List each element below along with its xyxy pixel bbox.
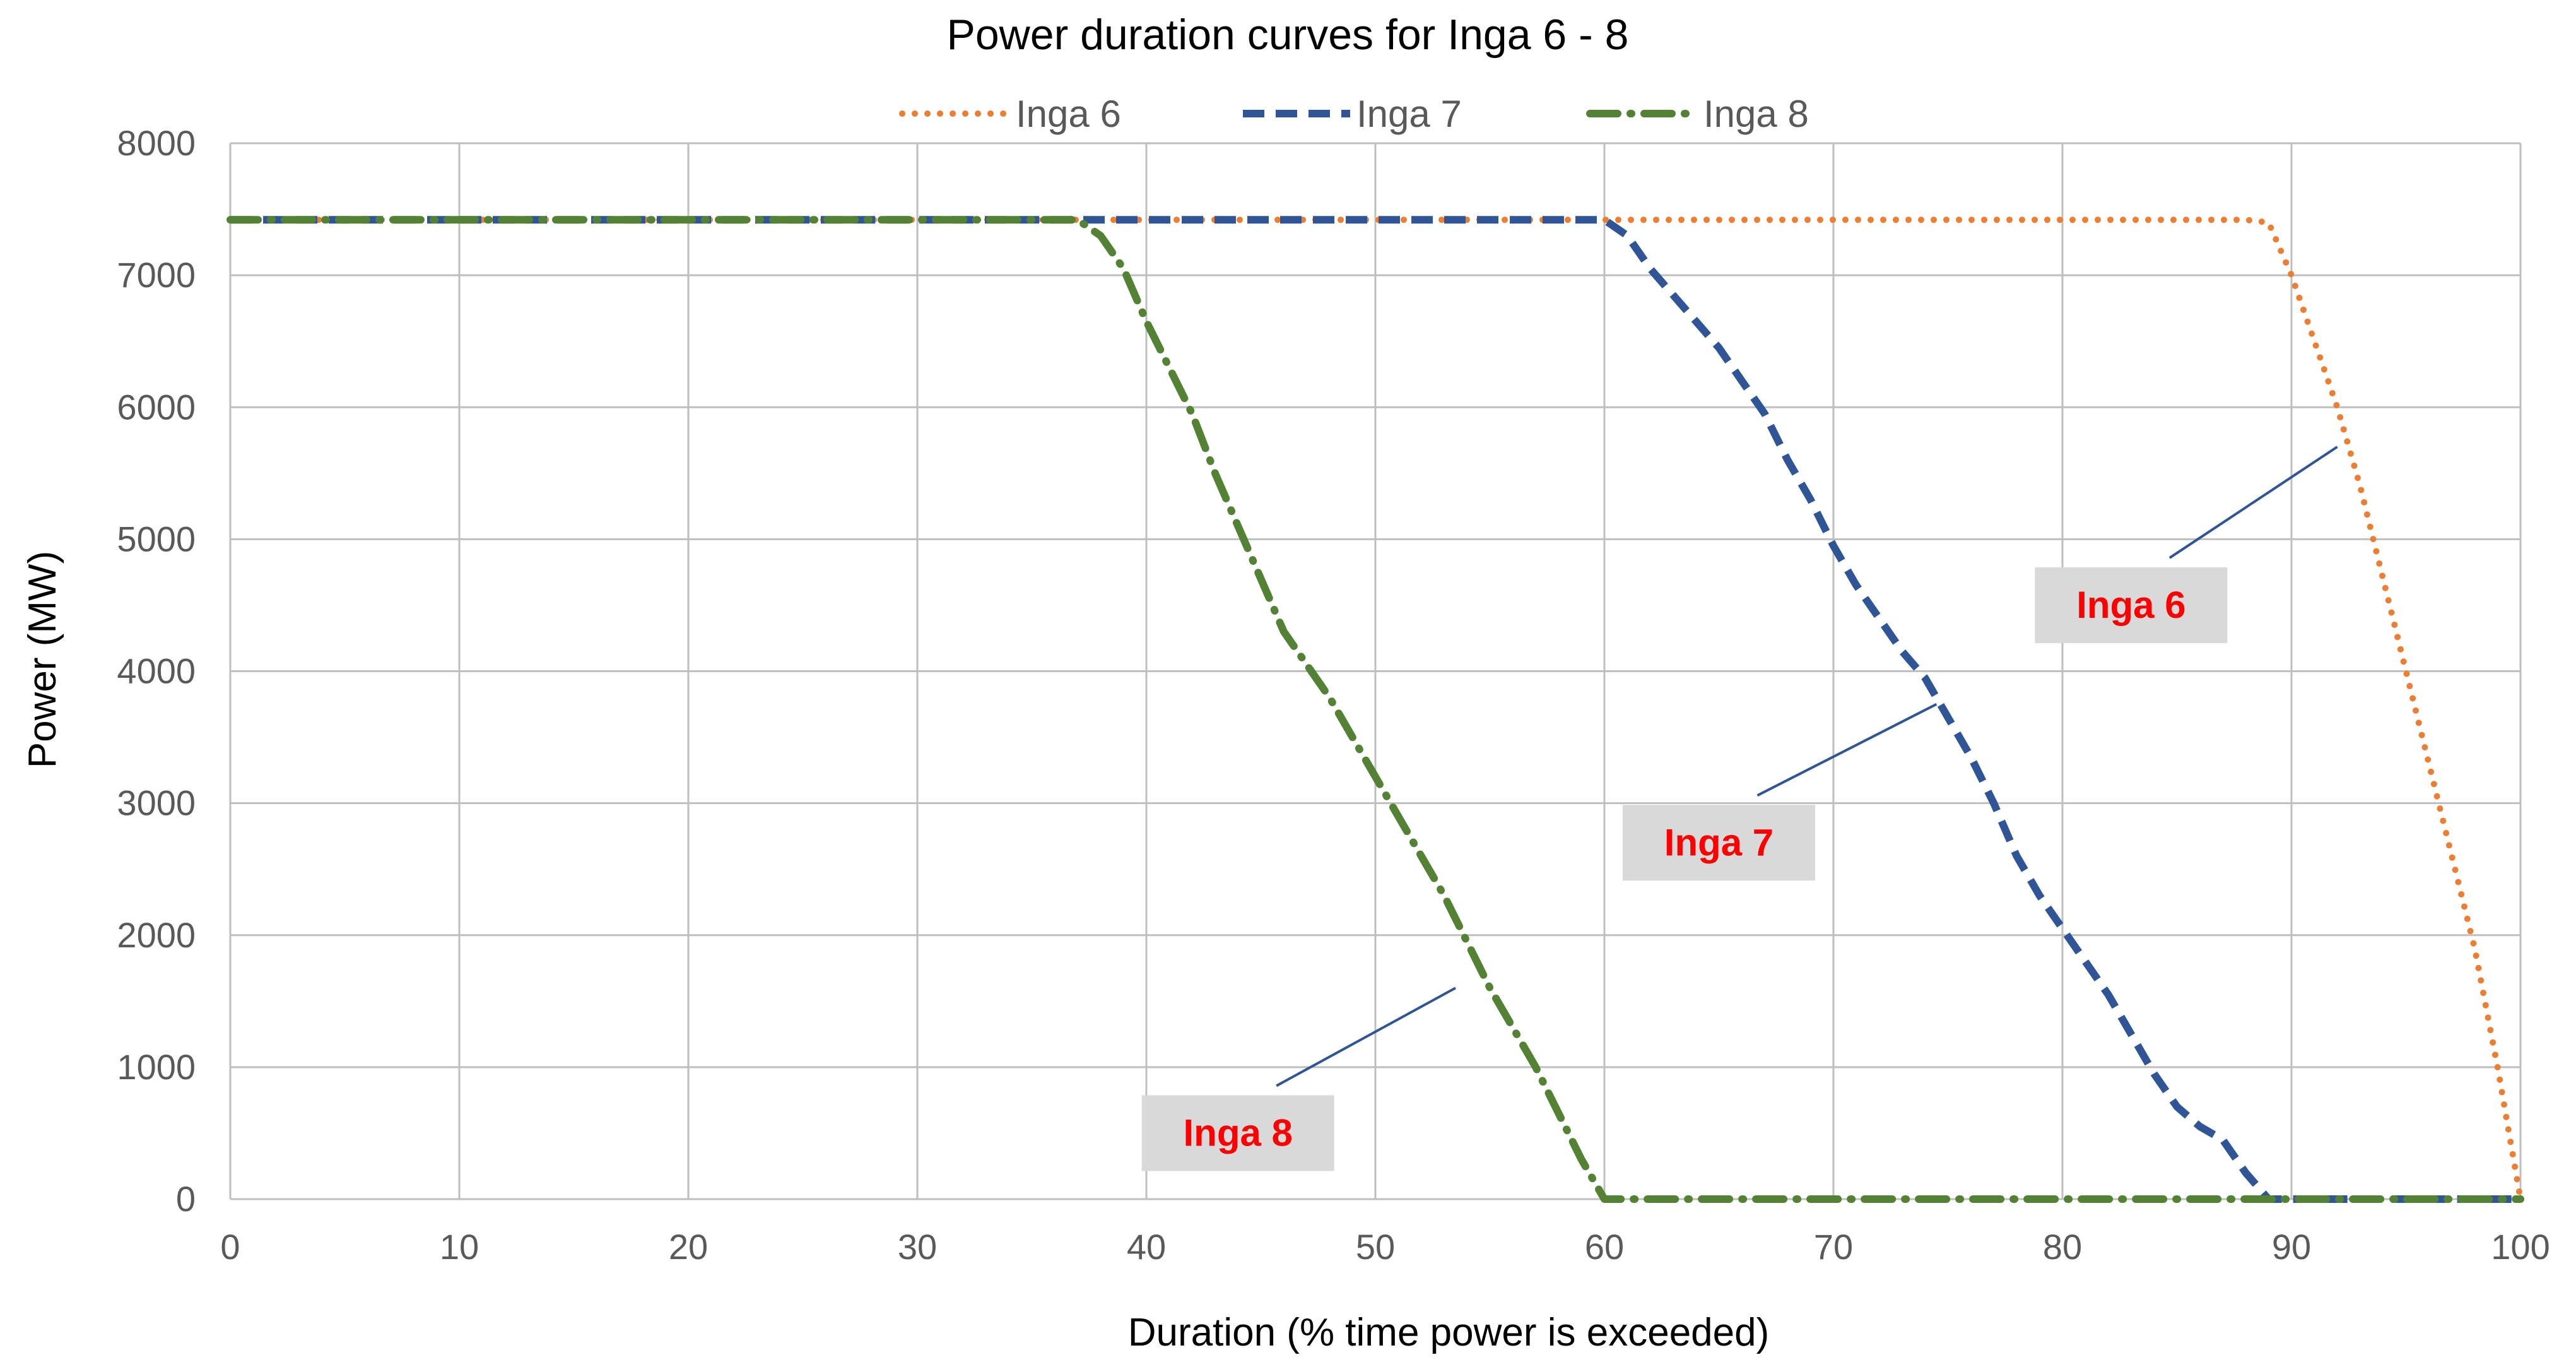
y-axis-ticks: 0 1000 2000 3000 4000 5000 6000 7000 8000	[117, 123, 196, 1219]
callout-box	[1623, 805, 1815, 881]
x-tick-label: 80	[2043, 1227, 2082, 1267]
y-tick-label: 6000	[117, 387, 196, 427]
grid-lines	[229, 142, 2522, 1200]
x-tick-label: 40	[1127, 1227, 1166, 1267]
x-tick-label: 60	[1585, 1227, 1624, 1267]
callout-leader-line	[2168, 446, 2338, 559]
legend-label-inga-8: Inga 8	[1703, 93, 1809, 135]
callout-label: Inga 8	[1184, 1111, 1293, 1154]
x-tick-label: 30	[898, 1227, 937, 1267]
series-line-inga-6	[227, 216, 2524, 1202]
series-line-inga-8	[226, 216, 2524, 1203]
y-axis-title: Power (MW)	[21, 551, 64, 768]
callout-leader-line	[1756, 702, 1938, 797]
callout-box	[2035, 567, 2228, 643]
x-tick-label: 90	[2272, 1227, 2311, 1267]
callout-leader-line	[1276, 986, 1457, 1087]
x-tick-label: 10	[440, 1227, 479, 1267]
callout-label: Inga 7	[1664, 821, 1773, 863]
y-tick-label: 1000	[117, 1047, 196, 1087]
y-tick-label: 7000	[117, 255, 196, 295]
x-axis-title: Duration (% time power is exceeded)	[1128, 1311, 1770, 1354]
y-tick-label: 8000	[117, 123, 196, 163]
callout-box	[1141, 1095, 1334, 1171]
series-layer	[226, 216, 2524, 1203]
y-tick-label: 2000	[117, 915, 196, 955]
legend-label-inga-6: Inga 6	[1016, 93, 1121, 135]
chart-title: Power duration curves for Inga 6 - 8	[947, 11, 1629, 59]
series-line-inga-7	[230, 216, 2520, 1203]
x-tick-label: 20	[669, 1227, 708, 1267]
x-tick-label: 100	[2491, 1227, 2550, 1267]
y-tick-label: 0	[176, 1179, 196, 1219]
y-tick-label: 5000	[117, 519, 196, 559]
callout-label: Inga 6	[2076, 584, 2185, 626]
legend-label-inga-7: Inga 7	[1356, 93, 1462, 135]
x-tick-label: 50	[1356, 1227, 1395, 1267]
y-tick-label: 4000	[117, 651, 196, 691]
x-tick-label: 70	[1814, 1227, 1853, 1267]
x-tick-label: 0	[220, 1227, 240, 1267]
x-axis-ticks: 0 10 20 30 40 50 60 70 80 90 100	[220, 1227, 2550, 1267]
annotations: Inga 6 Inga 7 Inga 8	[1141, 446, 2338, 1171]
y-tick-label: 3000	[117, 783, 196, 823]
legend: Inga 6 Inga 7 Inga 8	[899, 93, 1809, 135]
